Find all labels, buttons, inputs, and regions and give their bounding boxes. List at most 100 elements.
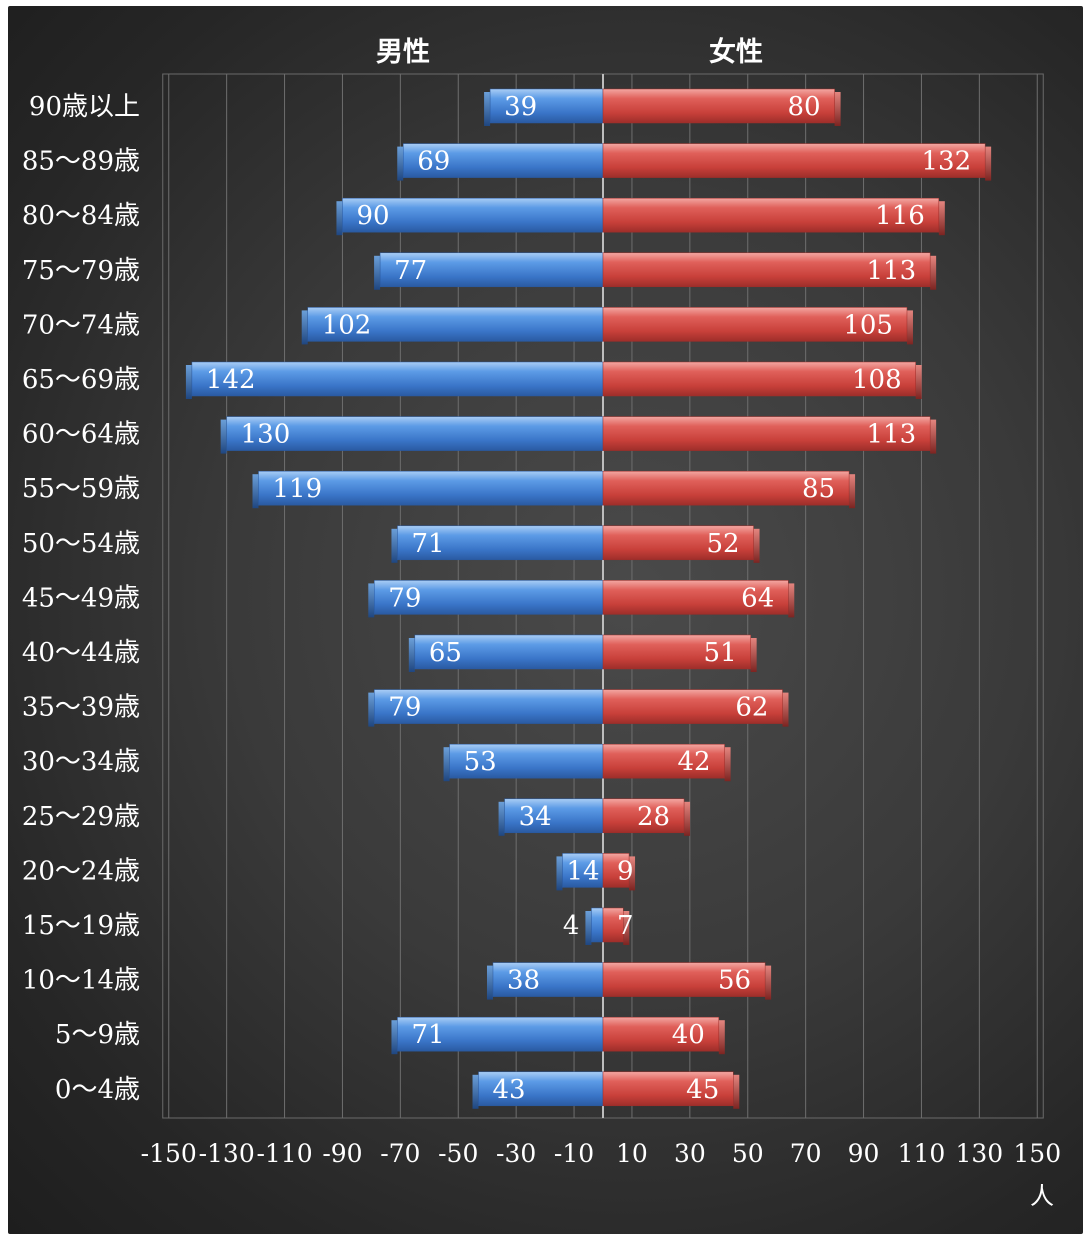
data-label-female: 108	[852, 365, 902, 395]
bar-female	[602, 853, 630, 888]
bar-female-side	[938, 201, 945, 236]
bar-female	[602, 525, 754, 561]
category-label: 10～14歳	[22, 966, 140, 996]
chart-svg: -150 -130 -110 -90 -70 -50 -30 -10 10 30 50 70 90 110…	[22, 36, 1061, 1210]
series-header-male: 男性	[376, 37, 430, 68]
bar-male	[504, 798, 604, 834]
category-label: 85～89歳	[22, 147, 140, 177]
data-label-male: 34	[519, 802, 552, 832]
bar-male	[397, 1016, 604, 1052]
bar-female	[602, 689, 783, 724]
bar-female	[602, 1016, 720, 1052]
category-label: 55～59歳	[22, 474, 140, 504]
data-label-female: 116	[875, 201, 925, 231]
bars-layer	[185, 88, 992, 1109]
grid-layer	[162, 73, 1044, 1119]
labels-layer: -150 -130 -110 -90 -70 -50 -30 -10 10 30 50 70 90 110…	[22, 92, 1061, 1168]
bar-female-side	[765, 965, 772, 1000]
data-label-female: 52	[706, 529, 739, 559]
category-label: 45～49歳	[22, 583, 140, 613]
category-label: 50～54歳	[22, 529, 140, 559]
bar-male-side	[391, 1020, 398, 1055]
bar-female-side	[788, 583, 795, 618]
bar-male	[397, 525, 604, 561]
bar-male-side	[374, 255, 381, 290]
data-label-male: 102	[322, 310, 372, 340]
data-label-male: 77	[394, 256, 427, 286]
data-label-female: 42	[677, 747, 710, 777]
bar-male	[307, 307, 604, 342]
x-tick-label: -10	[554, 1139, 594, 1168]
category-label: 65～69歳	[22, 365, 140, 395]
bar-male	[374, 689, 604, 724]
bar-male	[414, 634, 604, 670]
bar-male-side	[408, 638, 415, 672]
data-label-female: 51	[704, 638, 737, 668]
bar-female	[602, 580, 789, 615]
data-label-male: 90	[356, 201, 389, 231]
data-label-male: 43	[493, 1075, 526, 1105]
data-label-male: 79	[388, 583, 421, 613]
bar-male-side	[556, 856, 563, 891]
x-tick-label: 10	[616, 1139, 648, 1168]
bar-female-side	[750, 638, 757, 672]
bar-male-side	[498, 801, 505, 836]
bar-female	[602, 798, 685, 834]
category-label: 35～39歳	[22, 693, 140, 723]
data-label-female: 40	[672, 1020, 705, 1050]
x-tick-label: -90	[322, 1139, 362, 1168]
data-label-female: 45	[686, 1075, 719, 1105]
bar-female-side	[724, 747, 731, 782]
data-label-female: 80	[788, 92, 821, 122]
bar-female	[602, 143, 986, 178]
bar-female-side	[782, 692, 789, 727]
bar-male	[562, 853, 604, 888]
x-tick-label: -110	[256, 1139, 312, 1168]
bar-female-side	[930, 419, 937, 454]
bar-male-side	[336, 201, 343, 236]
category-label: 70～74歳	[22, 310, 140, 340]
data-label-female: 132	[921, 147, 971, 177]
bar-female-side	[718, 1020, 725, 1055]
bar-male	[449, 743, 604, 779]
bar-female-side	[684, 801, 691, 836]
bar-male-side	[301, 310, 308, 345]
bar-female-side	[915, 365, 922, 399]
bar-male	[374, 580, 604, 615]
bar-female-side	[906, 310, 913, 345]
bar-female-side	[985, 146, 992, 181]
category-label: 20～24歳	[22, 856, 140, 886]
bar-female-side	[930, 255, 937, 290]
x-tick-label: 50	[732, 1139, 764, 1168]
data-label-male: 4	[563, 911, 580, 941]
bar-male	[478, 1071, 604, 1107]
x-tick-label: 70	[790, 1139, 822, 1168]
bar-male	[492, 962, 604, 997]
bar-female	[602, 197, 940, 233]
bar-female	[602, 361, 916, 397]
bar-male-side	[185, 365, 192, 399]
bar-male-side	[484, 92, 491, 126]
bar-male-side	[368, 692, 375, 727]
category-label: 25～29歳	[22, 802, 140, 832]
bar-male-side	[391, 528, 398, 563]
data-label-female: 28	[637, 802, 670, 832]
x-tick-label: -50	[438, 1139, 478, 1168]
data-label-female: 113	[866, 256, 916, 286]
bar-male-side	[220, 419, 227, 454]
category-label: 15～19歳	[22, 911, 140, 941]
bar-male-side	[252, 474, 259, 509]
data-label-male: 119	[272, 474, 322, 504]
x-axis-unit-label: 人	[1030, 1182, 1054, 1210]
x-tick-label: -130	[199, 1139, 255, 1168]
data-label-male: 71	[411, 529, 444, 559]
data-label-male: 14	[566, 856, 599, 886]
data-label-male: 71	[411, 1020, 444, 1050]
bar-female	[602, 88, 835, 124]
data-label-male: 39	[504, 92, 537, 122]
data-label-male: 79	[388, 693, 421, 723]
data-label-male: 69	[417, 147, 450, 177]
data-label-female: 113	[866, 420, 916, 450]
category-label: 0～4歳	[55, 1075, 140, 1105]
bar-female-side	[834, 92, 841, 126]
